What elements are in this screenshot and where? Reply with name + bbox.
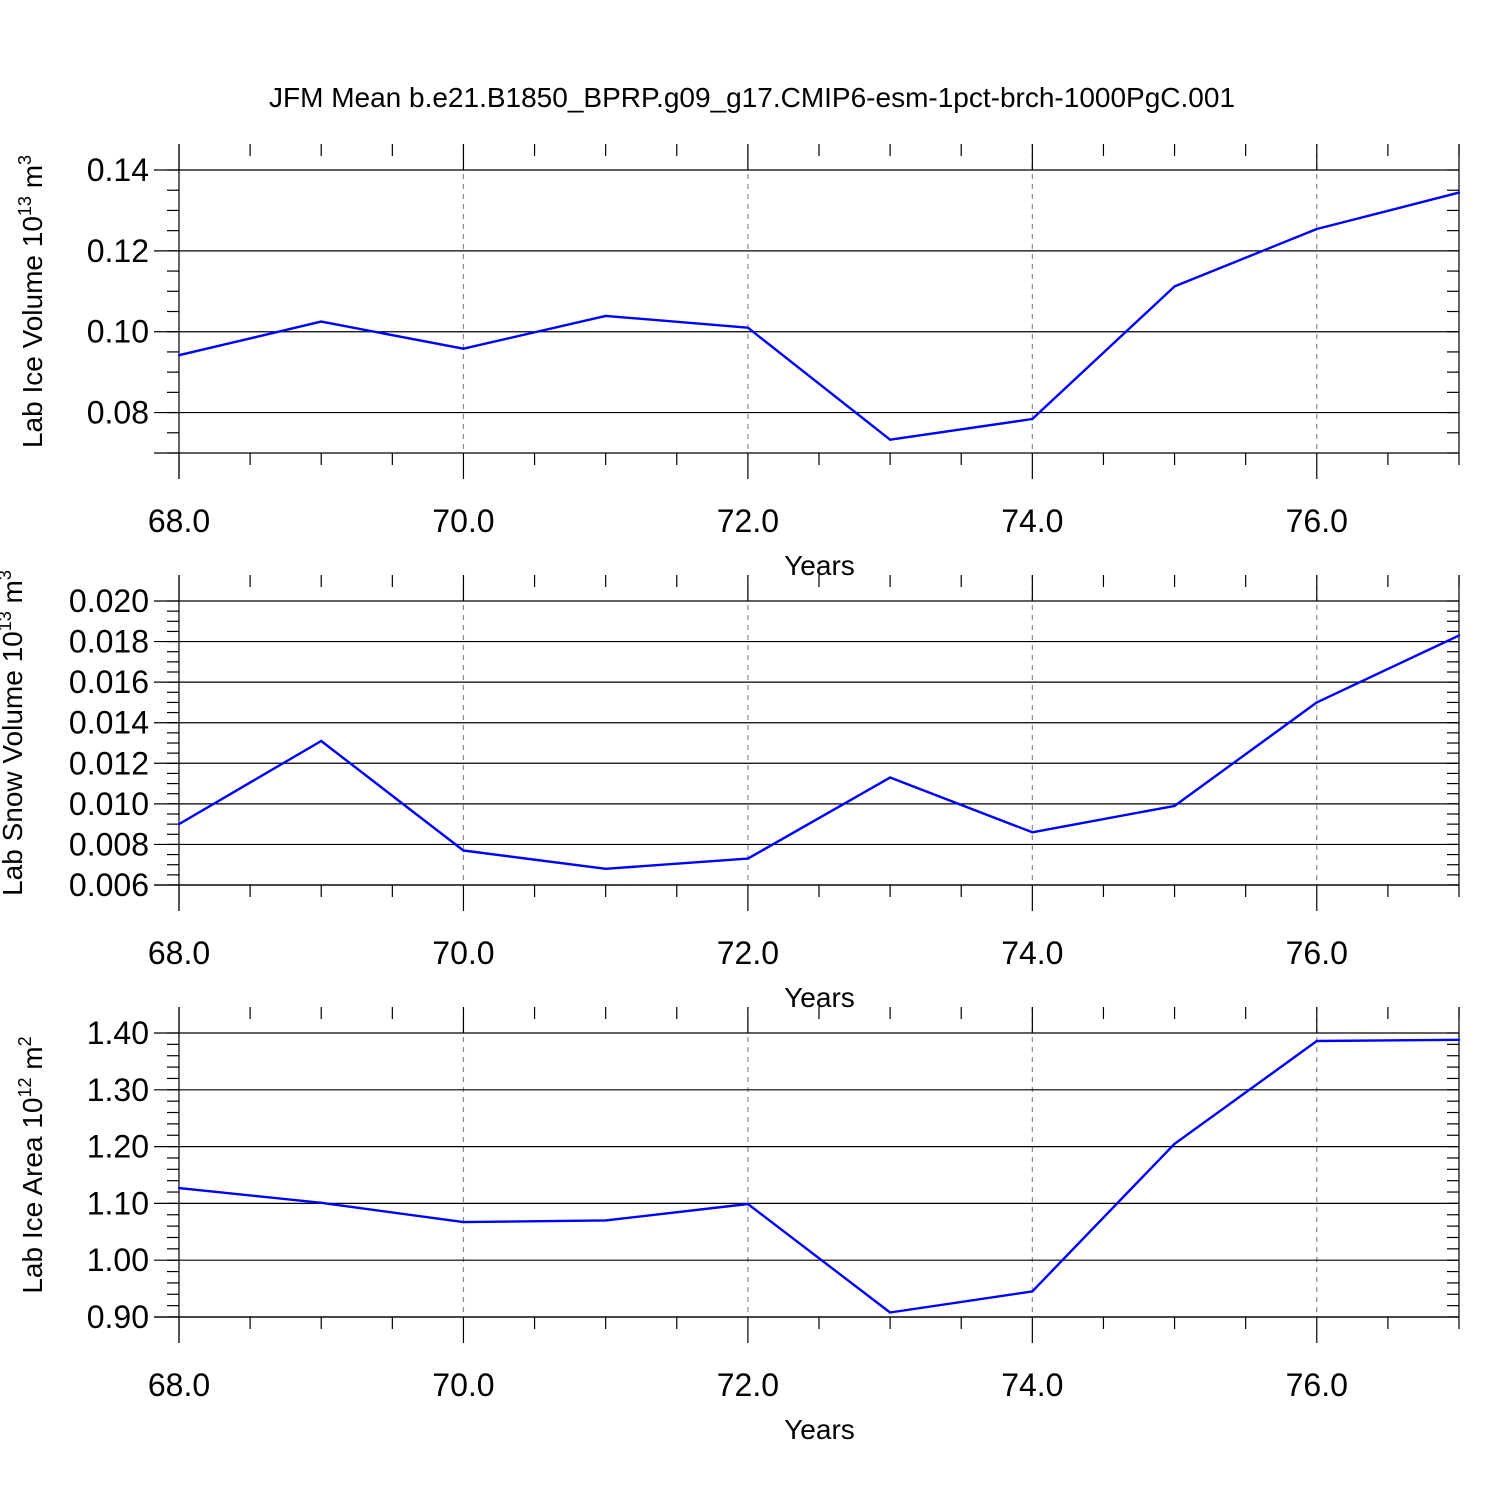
x-tick-label: 74.0 [1001,1367,1063,1403]
data-point [1457,191,1461,194]
panels: 0.08 0.10 0.12 0.14 68.0 70.0 72.0 74.0 76.0 Year… [0,144,1461,1445]
x-tick-label: 70.0 [432,503,494,539]
data-point [746,857,750,860]
y-axis-label: Lab Ice Area 1012 m2 [15,1036,48,1293]
x-tick-label: 68.0 [148,503,210,539]
data-point [1457,634,1461,637]
y-tick-label: 0.006 [69,867,149,903]
x-tick-label: 76.0 [1286,503,1348,539]
data-point [462,1220,465,1224]
series-line [178,634,1460,870]
data-point [746,326,750,329]
x-axis-label: Years [784,1414,855,1445]
data-point [1315,227,1318,231]
data-point [1173,285,1176,288]
data-point [1173,1142,1176,1145]
x-tick-label: 74.0 [1001,935,1063,971]
data-point [1457,1038,1461,1042]
y-tick-label: 1.30 [87,1072,149,1108]
data-point [888,1311,892,1314]
y-tick-label: 0.016 [69,664,149,700]
y-tick-label: 0.020 [69,583,149,619]
data-point [888,776,892,779]
y-tick-label: 0.018 [69,624,149,660]
y-tick-label: 0.14 [87,152,149,188]
series-line [178,191,1460,441]
y-tick-label: 0.12 [87,233,149,269]
data-point [462,849,465,852]
y-tick-label: 0.014 [69,705,149,741]
data-point [320,320,323,323]
data-point [604,867,607,870]
data-point [604,1219,607,1222]
data-point [177,822,181,826]
data-point [320,739,323,743]
data-point [177,353,181,357]
chart-panel-2: 0.006 0.008 0.010 0.012 0.014 0.016 0.018 0.020… [0,570,1461,1013]
x-tick-label: 68.0 [148,1367,210,1403]
data-point [888,438,892,441]
x-tick-label: 68.0 [148,935,210,971]
data-point [177,1186,181,1190]
y-tick-label: 1.20 [87,1129,149,1165]
y-tick-label: 0.010 [69,786,149,822]
data-point [1173,804,1176,808]
y-tick-label: 0.012 [69,745,149,781]
data-point [1031,831,1034,834]
y-tick-label: 0.008 [69,826,149,862]
chart-panel-3: 0.90 1.00 1.10 1.20 1.30 1.40 68.0 70.0 72.0 74.0… [15,1007,1461,1445]
x-tick-label: 72.0 [717,503,779,539]
y-tick-label: 0.08 [87,395,149,431]
series-line [178,1038,1460,1314]
data-point [1315,701,1318,704]
data-point [320,1201,323,1205]
x-tick-label: 72.0 [717,1367,779,1403]
x-tick-label: 76.0 [1286,1367,1348,1403]
data-point [1315,1039,1318,1043]
data-point [1031,1290,1034,1293]
x-tick-label: 74.0 [1001,503,1063,539]
x-tick-label: 70.0 [432,1367,494,1403]
y-tick-label: 0.10 [87,314,149,350]
y-tick-label: 1.00 [87,1242,149,1278]
x-tick-label: 72.0 [717,935,779,971]
data-point [462,347,465,350]
y-axis-label: Lab Snow Volume 1013 m3 [0,570,28,896]
data-point [746,1202,750,1206]
data-point [1031,417,1034,421]
y-axis-label: Lab Ice Volume 1013 m3 [15,155,48,448]
y-tick-label: 1.10 [87,1185,149,1221]
data-point [604,314,607,318]
x-tick-label: 70.0 [432,935,494,971]
x-tick-label: 76.0 [1286,935,1348,971]
y-tick-label: 0.90 [87,1299,149,1335]
figure-title: JFM Mean b.e21.B1850_BPRP.g09_g17.CMIP6-… [269,82,1235,113]
y-tick-label: 1.40 [87,1015,149,1051]
